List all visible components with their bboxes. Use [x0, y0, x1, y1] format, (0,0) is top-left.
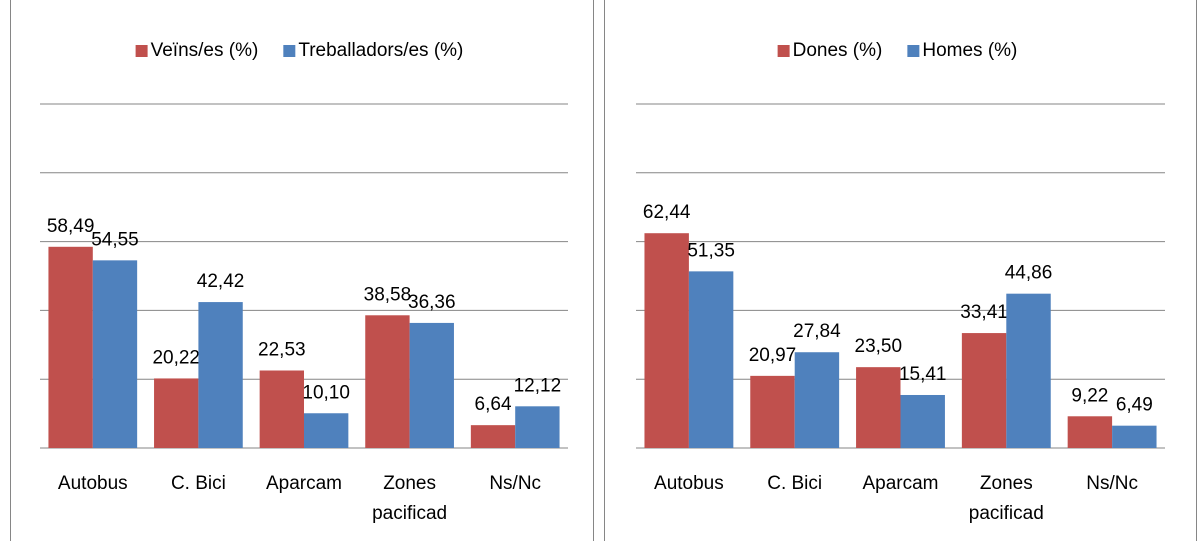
data-label: 51,35: [687, 240, 735, 261]
bar: [92, 260, 138, 448]
bar: [365, 315, 410, 448]
data-label: 38,58: [364, 284, 412, 305]
x-tick-label: Ns/Nc: [489, 473, 541, 494]
bar: [856, 367, 901, 448]
bar: [48, 246, 93, 448]
legend-label: Homes (%): [922, 40, 1017, 61]
bar: [1006, 293, 1051, 448]
bar: [470, 425, 516, 448]
x-tick-label: Aparcam: [266, 473, 342, 494]
bar: [198, 302, 243, 448]
x-tick-label: Aparcam: [862, 473, 938, 494]
data-label: 6,64: [475, 394, 512, 415]
x-tick-label: Autobus: [58, 473, 128, 494]
bar: [154, 378, 199, 448]
legend-label: Veïns/es (%): [151, 40, 259, 61]
data-label: 10,10: [302, 382, 350, 403]
bar: [900, 394, 945, 448]
legend-label: Treballadors/es (%): [298, 40, 463, 61]
x-tick-label: C. Bici: [767, 473, 822, 494]
bar: [515, 406, 560, 448]
data-label: 23,50: [855, 336, 903, 357]
bar: [304, 413, 349, 448]
chart-frame: [604, 0, 1197, 541]
legend-label: Dones (%): [793, 40, 883, 61]
data-label: 9,22: [1071, 385, 1108, 406]
x-tick-label: Ns/Nc: [1086, 473, 1138, 494]
bar: [1112, 425, 1157, 448]
legend-swatch: [777, 45, 790, 57]
data-label: 44,86: [1005, 263, 1053, 284]
legend-swatch: [907, 45, 920, 57]
data-label: 36,36: [408, 292, 456, 313]
x-tick-label: C. Bici: [171, 473, 226, 494]
bar: [1067, 416, 1113, 448]
data-label: 20,97: [749, 345, 797, 366]
data-label: 54,55: [91, 229, 139, 250]
x-tick-label: Zones pacificad: [372, 473, 447, 524]
bar: [750, 375, 795, 448]
x-tick-label: Autobus: [654, 473, 724, 494]
data-label: 22,53: [258, 340, 306, 361]
data-label: 62,44: [643, 202, 691, 223]
data-label: 27,84: [793, 321, 841, 342]
bar: [794, 352, 840, 448]
bar: [961, 333, 1007, 448]
bar: [688, 271, 734, 448]
legend-swatch: [283, 45, 296, 57]
bar: [259, 370, 304, 448]
legend-swatch: [135, 45, 148, 57]
data-label: 15,41: [899, 364, 947, 385]
data-label: 33,41: [960, 302, 1008, 323]
x-tick-label: Zones pacificad: [969, 473, 1044, 524]
data-label: 6,49: [1116, 395, 1153, 416]
data-label: 42,42: [197, 271, 245, 292]
bar: [644, 233, 689, 448]
bar: [409, 322, 454, 448]
data-label: 20,22: [152, 347, 200, 368]
data-label: 58,49: [47, 216, 95, 237]
data-label: 12,12: [514, 375, 562, 396]
